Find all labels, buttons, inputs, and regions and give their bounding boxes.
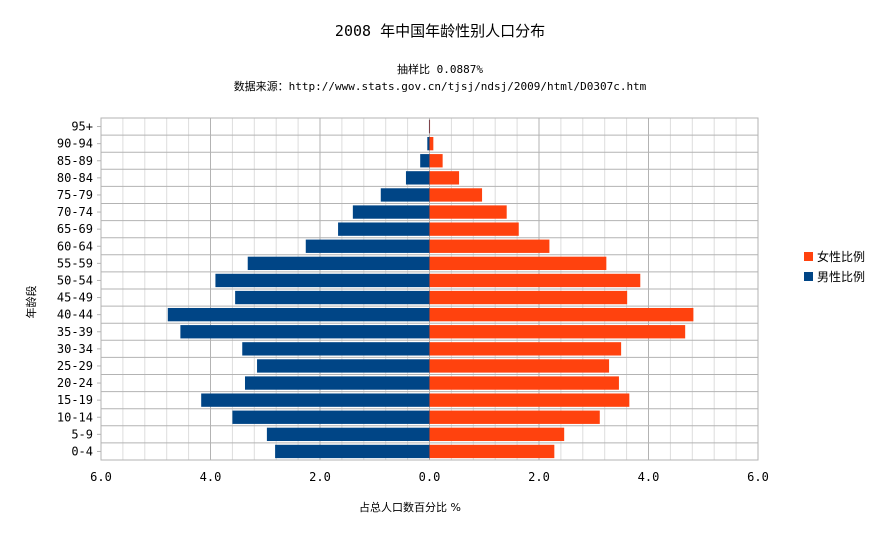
male-bar-55-59 bbox=[247, 256, 430, 271]
male-bar-95+ bbox=[428, 119, 430, 134]
female-bar-30-34 bbox=[429, 342, 622, 356]
y-tick-label: 60-64 bbox=[57, 239, 93, 253]
y-tick-labels: 0-4 5-9 10-14 15-19 20-24 25-29 30-34 35-39 40-4… bbox=[57, 120, 101, 458]
female-bar-10-14 bbox=[429, 410, 600, 424]
legend-label-female: 女性比例 bbox=[817, 249, 865, 264]
female-bar-20-24 bbox=[429, 376, 619, 390]
y-tick-label: 35-39 bbox=[57, 325, 93, 339]
chart-title: 2008 年中国年龄性别人口分布 bbox=[335, 22, 545, 40]
male-bar-10-14 bbox=[232, 410, 430, 424]
y-tick-label: 30-34 bbox=[57, 342, 93, 356]
x-tick-label: 2.0 bbox=[528, 470, 550, 484]
male-bar-20-24 bbox=[244, 376, 430, 390]
female-bar-95+ bbox=[429, 119, 431, 134]
male-bar-35-39 bbox=[180, 325, 430, 339]
male-bar-75-79 bbox=[380, 188, 430, 202]
y-tick-label: 40-44 bbox=[57, 308, 93, 322]
male-bar-90-94 bbox=[427, 136, 430, 151]
female-bar-65-69 bbox=[429, 222, 519, 236]
male-bar-85-89 bbox=[420, 154, 430, 168]
female-bar-50-54 bbox=[429, 273, 641, 288]
male-bar-45-49 bbox=[235, 290, 430, 305]
female-bar-80-84 bbox=[429, 171, 460, 185]
y-tick-label: 90-94 bbox=[57, 137, 93, 151]
male-bar-5-9 bbox=[266, 427, 430, 442]
x-axis-title: 占总人口数百分比 % bbox=[359, 500, 461, 514]
y-tick-label: 10-14 bbox=[57, 410, 93, 424]
female-bar-60-64 bbox=[429, 239, 550, 253]
female-bar-75-79 bbox=[429, 188, 483, 202]
female-bar-15-19 bbox=[429, 393, 630, 407]
y-tick-label: 50-54 bbox=[57, 273, 93, 287]
female-bar-85-89 bbox=[429, 154, 443, 168]
male-bar-65-69 bbox=[338, 222, 430, 236]
female-bar-0-4 bbox=[429, 444, 555, 459]
x-tick-label: 4.0 bbox=[638, 470, 660, 484]
female-bar-90-94 bbox=[429, 136, 434, 151]
male-bar-70-74 bbox=[352, 205, 430, 219]
y-tick-label: 45-49 bbox=[57, 291, 93, 305]
chart-subtitle-source: 数据来源：http://www.stats.gov.cn/tjsj/ndsj/2… bbox=[234, 79, 647, 93]
y-tick-label: 55-59 bbox=[57, 256, 93, 270]
x-tick-label: 0.0 bbox=[419, 470, 441, 484]
female-bar-40-44 bbox=[429, 307, 694, 322]
y-tick-label: 25-29 bbox=[57, 359, 93, 373]
y-tick-label: 70-74 bbox=[57, 205, 93, 219]
x-tick-label: 4.0 bbox=[200, 470, 222, 484]
y-tick-label: 95+ bbox=[71, 120, 93, 134]
y-tick-label: 5-9 bbox=[71, 427, 93, 441]
male-bar-0-4 bbox=[275, 444, 430, 459]
x-tick-label: 6.0 bbox=[747, 470, 769, 484]
female-bar-55-59 bbox=[429, 256, 607, 271]
female-bar-70-74 bbox=[429, 205, 507, 219]
legend-swatch-male bbox=[804, 272, 813, 281]
y-tick-label: 85-89 bbox=[57, 154, 93, 168]
y-tick-label: 0-4 bbox=[71, 444, 93, 458]
plot-grid bbox=[100, 117, 759, 461]
y-tick-label: 75-79 bbox=[57, 188, 93, 202]
chart-subtitle-sampling: 抽样比 0.0887% bbox=[397, 62, 483, 76]
female-bar-35-39 bbox=[429, 325, 686, 339]
x-tick-labels: 6.0 4.0 2.0 0.0 2.0 4.0 6.0 bbox=[90, 470, 769, 484]
plot-bars bbox=[167, 119, 694, 459]
male-bar-25-29 bbox=[257, 359, 430, 373]
female-bar-5-9 bbox=[429, 427, 565, 442]
male-bar-30-34 bbox=[242, 342, 430, 356]
x-tick-label: 6.0 bbox=[90, 470, 112, 484]
y-tick-label: 80-84 bbox=[57, 171, 93, 185]
male-bar-60-64 bbox=[305, 239, 430, 253]
y-axis-title: 年龄段 bbox=[24, 286, 38, 319]
male-bar-50-54 bbox=[215, 273, 430, 288]
legend: 女性比例 男性比例 bbox=[804, 249, 865, 284]
y-tick-label: 20-24 bbox=[57, 376, 93, 390]
y-tick-label: 15-19 bbox=[57, 393, 93, 407]
male-bar-40-44 bbox=[167, 307, 430, 322]
male-bar-80-84 bbox=[405, 171, 430, 185]
female-bar-25-29 bbox=[429, 359, 610, 373]
legend-label-male: 男性比例 bbox=[817, 270, 865, 284]
female-bar-45-49 bbox=[429, 290, 628, 305]
legend-swatch-female bbox=[804, 252, 813, 261]
x-tick-label: 2.0 bbox=[309, 470, 331, 484]
male-bar-15-19 bbox=[201, 393, 430, 407]
y-tick-label: 65-69 bbox=[57, 222, 93, 236]
